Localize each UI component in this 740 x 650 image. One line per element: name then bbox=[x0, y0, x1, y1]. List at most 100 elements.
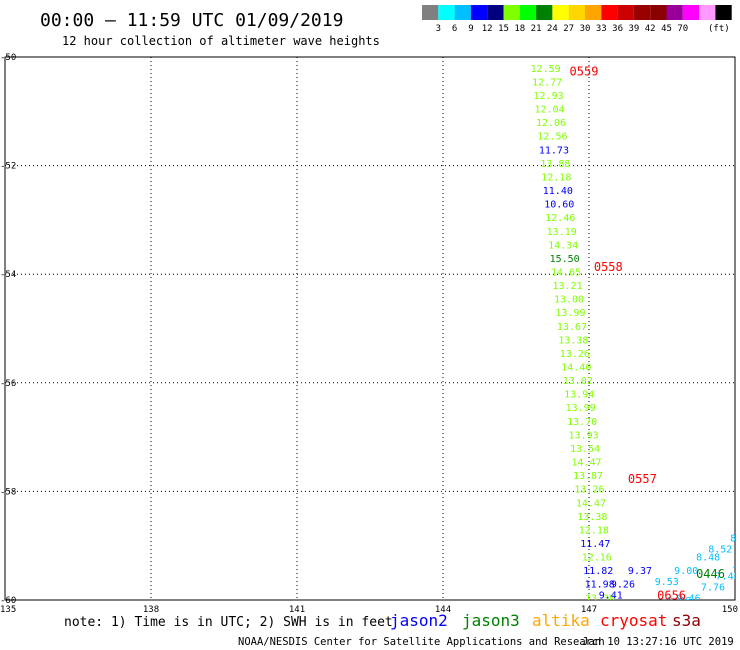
wave-height-point: 9.37 bbox=[628, 566, 652, 577]
wave-height-point: 13.99 bbox=[566, 403, 596, 414]
wave-height-point: 11.73 bbox=[539, 145, 569, 156]
color-scale-label: 33 bbox=[596, 24, 607, 34]
color-scale-label: 39 bbox=[628, 24, 639, 34]
wave-height-point: 10.60 bbox=[544, 200, 574, 211]
satellite-legend-s3a: s3a bbox=[672, 611, 701, 630]
wave-height-point: 12.18 bbox=[541, 172, 571, 183]
color-scale-label: 21 bbox=[531, 24, 542, 34]
wave-height-point: 8.48 bbox=[696, 553, 720, 564]
color-swatch bbox=[503, 5, 520, 20]
color-scale-label: 6 bbox=[452, 24, 457, 34]
pass-time-labels: 0559 0558 0557 0446 0656 bbox=[570, 65, 725, 603]
y-tick-label: -50 bbox=[0, 53, 16, 63]
wave-height-point: 12.06 bbox=[536, 118, 566, 129]
satellite-legend-jason3: jason3 bbox=[462, 611, 520, 630]
wave-height-point: 15.50 bbox=[550, 254, 580, 265]
wave-height-point: 13.94 bbox=[564, 390, 594, 401]
footer-credit: NOAA/NESDIS Center for Satellite Applica… bbox=[238, 636, 605, 648]
wave-height-point: 11.40 bbox=[543, 186, 573, 197]
chart-title: 00:00 – 11:59 UTC 01/09/2019 bbox=[40, 10, 343, 31]
chart-subtitle: 12 hour collection of altimeter wave hei… bbox=[62, 34, 380, 48]
y-tick-label: -60 bbox=[0, 596, 16, 606]
color-swatch bbox=[617, 5, 634, 20]
wave-height-point: 13.67 bbox=[557, 322, 587, 333]
wave-height-point: 13.70 bbox=[567, 417, 597, 428]
wave-height-point: 9.41 bbox=[599, 591, 623, 602]
color-scale-label: 70 bbox=[677, 24, 688, 34]
color-scale-label: 24 bbox=[547, 24, 558, 34]
wave-height-point: 12.18 bbox=[579, 525, 609, 536]
pass-time-label: 0559 bbox=[570, 65, 599, 79]
y-tick-label: -58 bbox=[0, 487, 16, 497]
color-swatch bbox=[699, 5, 716, 20]
color-scale-label: 3 bbox=[436, 24, 441, 34]
wave-height-point: 14.40 bbox=[561, 363, 591, 374]
color-swatch bbox=[682, 5, 700, 20]
color-swatch bbox=[585, 5, 602, 20]
color-swatch bbox=[666, 5, 683, 20]
footer-note: note: 1) Time is in UTC; 2) SWH is in fe… bbox=[64, 615, 393, 630]
y-tick-label: -52 bbox=[0, 162, 16, 172]
wave-height-point: 13.54 bbox=[570, 444, 600, 455]
x-tick-label: 144 bbox=[435, 605, 451, 615]
color-swatch bbox=[601, 5, 618, 20]
color-scale-label: 45 bbox=[661, 24, 672, 34]
wave-height-point: 9.53 bbox=[655, 577, 679, 588]
wave-height-point: 7.48 bbox=[716, 572, 740, 583]
wave-height-point: 13.99 bbox=[555, 308, 585, 319]
pass-time-label: 0558 bbox=[594, 260, 623, 274]
color-scale-legend: 3 6 9 12 15 18 21 24 27 30 33 36 39 42 45 70 (ft) bbox=[422, 5, 732, 34]
wave-height-point: 11.82 bbox=[583, 566, 613, 577]
color-scale-label: 15 bbox=[498, 24, 509, 34]
wave-height-point: 13.19 bbox=[547, 227, 577, 238]
wave-height-point: 13.21 bbox=[553, 281, 583, 292]
wave-height-point: 12.04 bbox=[534, 105, 564, 116]
satellite-legend-altika: altika bbox=[532, 611, 590, 630]
plot-area bbox=[4, 56, 736, 601]
color-scale-label: 42 bbox=[645, 24, 656, 34]
color-swatch bbox=[438, 5, 455, 20]
wave-height-point: 12.46 bbox=[545, 213, 575, 224]
color-scale-label: 27 bbox=[563, 24, 574, 34]
wave-height-point: 11.98 bbox=[585, 580, 615, 591]
color-swatch bbox=[487, 5, 504, 20]
color-swatch bbox=[568, 5, 585, 20]
pass-time-label: 0656 bbox=[657, 589, 686, 603]
wave-height-point: 13.26 bbox=[560, 349, 590, 360]
x-tick-label: 135 bbox=[0, 605, 16, 615]
color-swatch bbox=[552, 5, 569, 20]
satellite-legend-jason2: jason2 bbox=[390, 611, 448, 630]
wave-height-values: 12.59 12.77 12.93 12.04 12.06 12.56 11.73 13.88… bbox=[531, 64, 740, 607]
color-swatch bbox=[536, 5, 553, 20]
color-swatch bbox=[470, 5, 488, 20]
wave-height-point: 13.02 bbox=[563, 376, 593, 387]
wave-height-point: 12.56 bbox=[537, 132, 567, 143]
color-scale-label: 18 bbox=[514, 24, 525, 34]
wave-height-point: 8.52 bbox=[708, 544, 732, 555]
y-tick-label: -56 bbox=[0, 379, 16, 389]
wave-height-point: 9.46 bbox=[677, 593, 701, 604]
x-tick-label: 141 bbox=[289, 605, 305, 615]
pass-time-label: 0557 bbox=[628, 472, 657, 486]
color-scale-label: 12 bbox=[482, 24, 493, 34]
x-tick-label: 147 bbox=[581, 605, 597, 615]
wave-height-point: 14.34 bbox=[548, 240, 578, 251]
wave-height-point: 13.26 bbox=[574, 485, 604, 496]
color-scale-label: 36 bbox=[612, 24, 623, 34]
wave-height-point: 8.09 bbox=[730, 534, 740, 545]
wave-height-point: 13.88 bbox=[540, 159, 570, 170]
wave-height-point: 12.77 bbox=[532, 77, 562, 88]
wave-height-point: 7.76 bbox=[701, 582, 725, 593]
wave-height-point: 9.86 bbox=[667, 596, 691, 607]
wave-height-point: 7.56 bbox=[733, 566, 740, 577]
color-swatch bbox=[454, 5, 471, 20]
wave-height-point: 13.93 bbox=[569, 430, 599, 441]
color-swatch bbox=[633, 5, 651, 20]
color-swatch bbox=[650, 5, 667, 20]
wave-height-point: 11.47 bbox=[580, 539, 610, 550]
footer-timestamp: Jan 10 13:27:16 UTC 2019 bbox=[582, 636, 734, 648]
satellite-legend-cryosat: cryosat bbox=[600, 611, 667, 630]
wave-height-point: 13.38 bbox=[577, 512, 607, 523]
